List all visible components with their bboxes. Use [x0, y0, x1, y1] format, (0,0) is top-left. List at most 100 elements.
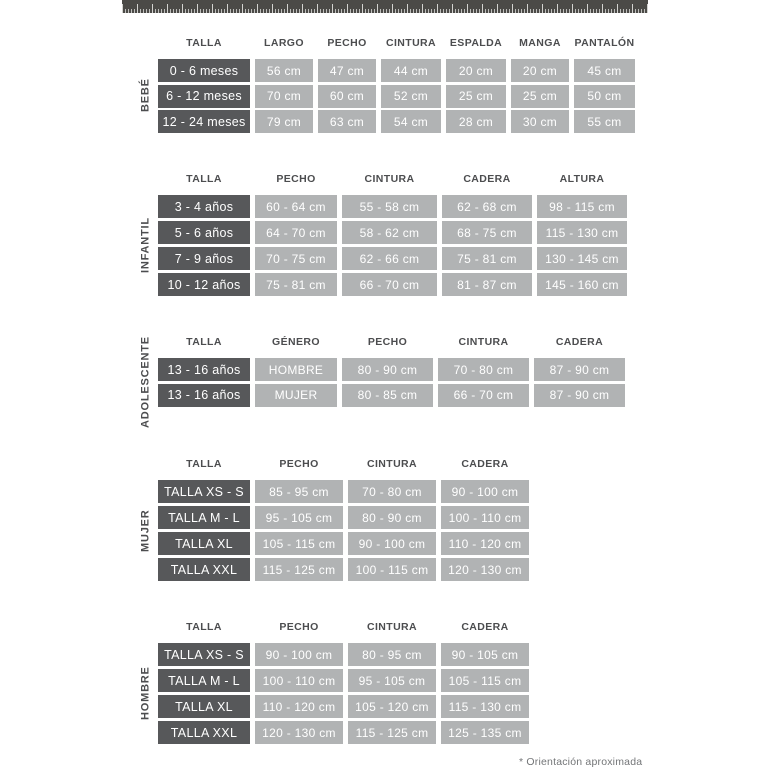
section-label-infantil: INFANTIL	[139, 217, 152, 274]
table-row: TALLA M - L 95 - 105 cm 80 - 90 cm 100 -…	[158, 506, 529, 529]
measurement-cell: 105 - 115 cm	[441, 669, 529, 692]
measurement-cell: 70 - 80 cm	[348, 480, 436, 503]
column-header: CADERA	[463, 173, 511, 185]
size-label-cell: 6 - 12 meses	[158, 84, 250, 108]
measurement-cell: 62 - 68 cm	[442, 195, 532, 218]
measurement-cell: 79 cm	[255, 110, 313, 133]
size-label-cell: 5 - 6 años	[158, 221, 250, 244]
approximation-footnote: * Orientación aproximada	[519, 756, 643, 768]
measuring-tape-ruler	[122, 0, 648, 13]
column-header: ESPALDA	[449, 37, 503, 49]
table-row: TALLA XL 110 - 120 cm 105 - 120 cm 115 -…	[158, 695, 529, 718]
column-header: TALLA	[186, 336, 222, 348]
table-row: TALLA XS - S 85 - 95 cm 70 - 80 cm 90 - …	[158, 480, 529, 503]
measurement-cell: 55 cm	[574, 110, 635, 133]
size-label-cell: TALLA XXL	[158, 721, 250, 744]
measurement-cell: 52 cm	[381, 84, 441, 108]
table-row: TALLA XXL 115 - 125 cm 100 - 115 cm 120 …	[158, 558, 529, 581]
table-infantil: INFANTIL TALLA PECHO CINTURA CADERA ALTU…	[140, 172, 627, 299]
measurement-cell: 120 - 130 cm	[255, 721, 343, 744]
size-label-cell: TALLA XS - S	[158, 643, 250, 666]
header-row: TALLA GÉNERO PECHO CINTURA CADERA	[158, 335, 625, 349]
measurement-cell: 85 - 95 cm	[255, 480, 343, 503]
measurement-cell: 75 - 81 cm	[442, 247, 532, 270]
measurement-cell: 75 - 81 cm	[255, 273, 337, 296]
measurement-cell: 120 - 130 cm	[441, 558, 529, 581]
measurement-cell: 56 cm	[255, 59, 313, 82]
measurement-cell: 44 cm	[381, 59, 441, 82]
measurement-cell: 62 - 66 cm	[342, 247, 437, 270]
measurement-cell: 20 cm	[511, 59, 569, 82]
section-label-hombre: HOMBRE	[139, 666, 152, 721]
table-row: 0 - 6 meses 56 cm 47 cm 44 cm 20 cm 20 c…	[158, 59, 635, 82]
measurement-cell: 66 - 70 cm	[438, 383, 529, 407]
column-header: TALLA	[186, 621, 222, 633]
measurement-cell: 80 - 90 cm	[348, 506, 436, 529]
size-label-cell: 13 - 16 años	[158, 383, 250, 407]
measurement-cell: 115 - 125 cm	[255, 558, 343, 581]
table-row: 3 - 4 años 60 - 64 cm 55 - 58 cm 62 - 68…	[158, 195, 627, 218]
table-adolescente: ADOLESCENTE TALLA GÉNERO PECHO CINTURA C…	[140, 335, 625, 428]
measurement-cell: 60 - 64 cm	[255, 195, 337, 218]
column-header: CINTURA	[366, 621, 418, 633]
size-label-cell: 0 - 6 meses	[158, 59, 250, 82]
measurement-cell: 64 - 70 cm	[255, 221, 337, 244]
size-label-cell: 3 - 4 años	[158, 195, 250, 218]
section-label-adolescente: ADOLESCENTE	[139, 336, 152, 429]
measurement-cell: 98 - 115 cm	[537, 195, 627, 218]
measurement-cell: 130 - 145 cm	[537, 247, 627, 270]
column-header: TALLA	[186, 37, 222, 49]
measurement-cell: 80 - 85 cm	[342, 383, 433, 407]
size-label-cell: TALLA M - L	[158, 669, 250, 692]
table-row: TALLA XL 105 - 115 cm 90 - 100 cm 110 - …	[158, 532, 529, 555]
measurement-cell: 58 - 62 cm	[342, 221, 437, 244]
size-label-cell: 12 - 24 meses	[158, 110, 250, 133]
measurement-cell: 47 cm	[318, 59, 376, 82]
table-row: 5 - 6 años 64 - 70 cm 58 - 62 cm 68 - 75…	[158, 221, 627, 244]
measurement-cell: 45 cm	[574, 59, 635, 82]
size-label-cell: TALLA M - L	[158, 506, 250, 529]
column-header: MANGA	[519, 37, 561, 49]
column-header: CADERA	[461, 621, 509, 633]
column-header: PECHO	[327, 37, 367, 49]
measurement-cell: 145 - 160 cm	[537, 273, 627, 296]
measurement-cell: 28 cm	[446, 110, 506, 133]
column-header: LARGO	[264, 37, 304, 49]
measurement-cell: 80 - 95 cm	[348, 643, 436, 666]
table-row: TALLA M - L 100 - 110 cm 95 - 105 cm 105…	[158, 669, 529, 692]
table-row: TALLA XXL 120 - 130 cm 115 - 125 cm 125 …	[158, 721, 529, 744]
table-mujer: MUJER TALLA PECHO CINTURA CADERA TALLA X…	[140, 457, 529, 584]
measurement-cell: 90 - 100 cm	[441, 480, 529, 503]
header-row: TALLA PECHO CINTURA CADERA ALTURA	[158, 172, 627, 186]
measurement-cell: 110 - 120 cm	[255, 695, 343, 718]
measurement-cell: 55 - 58 cm	[342, 195, 437, 218]
measurement-cell: 20 cm	[446, 59, 506, 82]
measurement-cell: 95 - 105 cm	[348, 669, 436, 692]
table-row: 13 - 16 años MUJER 80 - 85 cm 66 - 70 cm…	[158, 383, 625, 407]
measurement-cell: 70 cm	[255, 84, 313, 108]
column-header: TALLA	[186, 173, 222, 185]
column-header: PECHO	[367, 336, 408, 348]
size-label-cell: TALLA XL	[158, 695, 250, 718]
column-header: TALLA	[186, 458, 222, 470]
measurement-cell: 100 - 115 cm	[348, 558, 436, 581]
column-header: CINTURA	[364, 173, 415, 185]
column-header: CADERA	[555, 336, 604, 348]
gender-cell: MUJER	[255, 383, 337, 407]
column-header: ALTURA	[559, 173, 605, 185]
measurement-cell: 115 - 125 cm	[348, 721, 436, 744]
measurement-cell: 81 - 87 cm	[442, 273, 532, 296]
table-row: TALLA XS - S 90 - 100 cm 80 - 95 cm 90 -…	[158, 643, 529, 666]
table-bebe: BEBÉ TALLA LARGO PECHO CINTURA ESPALDA M…	[140, 36, 635, 136]
measurement-cell: 60 cm	[318, 84, 376, 108]
measurement-cell: 125 - 135 cm	[441, 721, 529, 744]
measurement-cell: 95 - 105 cm	[255, 506, 343, 529]
measurement-cell: 25 cm	[446, 84, 506, 108]
column-header: PANTALÓN	[574, 37, 635, 49]
column-header: CINTURA	[458, 336, 509, 348]
measurement-cell: 100 - 110 cm	[441, 506, 529, 529]
table-row: 10 - 12 años 75 - 81 cm 66 - 70 cm 81 - …	[158, 273, 627, 296]
table-hombre: HOMBRE TALLA PECHO CINTURA CADERA TALLA …	[140, 620, 529, 747]
size-label-cell: TALLA XS - S	[158, 480, 250, 503]
column-header: PECHO	[276, 173, 316, 185]
